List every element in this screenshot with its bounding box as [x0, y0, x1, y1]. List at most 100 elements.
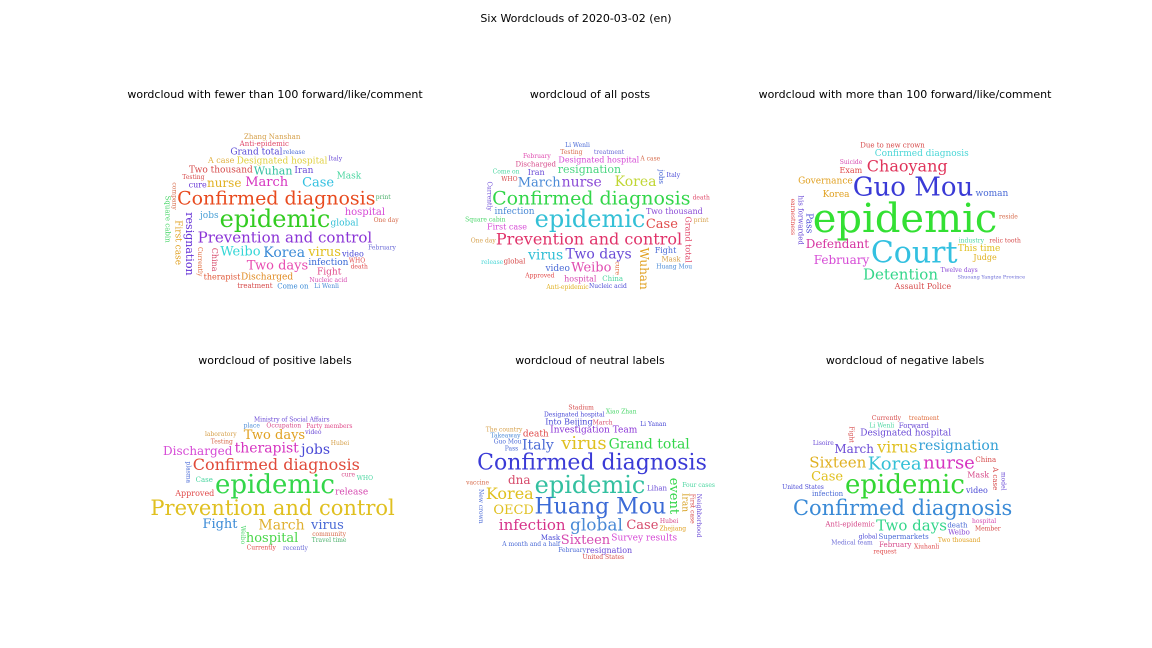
wordcloud-word: Two thousand — [938, 537, 981, 544]
wordcloud-word: Two days — [876, 517, 947, 535]
wordcloud-word: February — [558, 547, 586, 554]
wordcloud-word: One day — [374, 217, 400, 224]
wordcloud-word: Currently — [872, 415, 902, 422]
wordcloud-word: Fight — [847, 426, 854, 443]
wordcloud-word: epidemic — [813, 196, 997, 242]
wordcloud-word: treatment — [237, 282, 273, 290]
wordcloud-word: company — [171, 182, 178, 210]
wordcloud-word: Case — [196, 476, 213, 484]
wordcloud-word: Detention — [863, 265, 938, 283]
wordcloud-word: Guo Mou — [853, 172, 973, 202]
wordcloud-word: Iran — [528, 168, 545, 177]
wordcloud-word: release — [481, 259, 504, 266]
wordcloud-word: Confirmed diagnosis — [477, 450, 707, 475]
wordcloud-word: Grand total — [230, 148, 282, 158]
wordcloud-word: Pass — [505, 446, 519, 453]
wordcloud-word: Occupation — [266, 422, 301, 429]
wordcloud-word: Confirmed diagnosis — [875, 149, 969, 159]
wordcloud-word: A month and a half — [501, 541, 561, 548]
wordcloud-word: WHO — [349, 258, 365, 265]
wordcloud-word: Sixteen — [561, 533, 611, 548]
wordcloud-word: Designated hospital — [237, 156, 328, 166]
wordcloud-word: A case — [991, 466, 999, 490]
wordcloud-word: Korea — [486, 484, 534, 503]
wordcloud-word: resignation — [183, 212, 196, 275]
wordcloud-word: nurse — [207, 176, 241, 190]
wordcloud-word: Anti-epidemic — [824, 520, 874, 528]
wordcloud-word: epidemic — [220, 205, 331, 233]
wordcloud-word: Iran — [679, 493, 689, 512]
wordcloud-panel-2: wordcloud of all posts epidemic Confirmed… — [440, 88, 740, 318]
wordcloud-word: Medical team — [831, 540, 873, 547]
wordcloud-word: relic tooth — [989, 238, 1021, 245]
wordcloud-word: global — [570, 516, 623, 536]
wordcloud-word: Investigation Team — [550, 426, 638, 436]
wordcloud-word: March — [834, 442, 874, 456]
wordcloud-word: Approved — [174, 489, 214, 498]
wordcloud-word: treatment — [909, 415, 940, 422]
wordcloud-word: Lihan — [647, 485, 668, 493]
wordcloud-word: Italy — [328, 156, 342, 163]
wordcloud-area: epidemic Confirmed diagnosis Huang Mou viru… — [440, 372, 740, 582]
wordcloud-word: Case — [646, 217, 678, 232]
wordcloud-area: epidemic Confirmed diagnosis Prevention an… — [440, 106, 740, 316]
wordcloud-word: WHO — [501, 176, 517, 183]
wordcloud-area: epidemic Court Guo Mou Chaoyang Detention Def… — [755, 106, 1055, 316]
wordcloud-word: therapist — [235, 441, 300, 457]
wordcloud-word: WHO — [357, 475, 373, 482]
wordcloud-word: print — [694, 217, 709, 224]
wordcloud-word: release — [283, 149, 306, 156]
wordcloud-area: epidemic Confirmed diagnosis Prevention an… — [125, 106, 425, 316]
wordcloud-word: Zhejiang — [659, 526, 686, 533]
wordcloud-word: cure — [189, 180, 207, 189]
wordcloud-panel-5: wordcloud of neutral labels epidemic Conf… — [440, 354, 740, 584]
wordcloud-word: Grand total — [684, 216, 693, 263]
wordcloud-word: Assault Police — [894, 282, 952, 291]
wordcloud-word: Mask — [337, 171, 362, 181]
wordcloud-word: Huang Mou — [534, 495, 666, 520]
wordcloud-word: Shuoang Yangtze Province — [958, 274, 1026, 280]
wordcloud-word: Twelve days — [941, 267, 978, 274]
wordcloud-word: hospital — [246, 531, 298, 546]
wordcloud-word: March — [245, 175, 289, 190]
wordcloud-word: OECD — [493, 503, 534, 518]
wordcloud-word: Xiao Zhan — [606, 409, 637, 416]
wordcloud-word: Ministry of Social Affairs — [254, 417, 330, 424]
wordcloud-word: Grand total — [609, 437, 691, 453]
wordcloud-word: woman — [975, 189, 1008, 199]
wordcloud-word: Two days — [566, 247, 632, 263]
wordcloud-word: Weibo — [239, 526, 246, 545]
wordcloud-word: Huang Mou — [656, 264, 692, 271]
wordcloud-word: Xiuhanli — [914, 543, 939, 550]
wordcloud-word: Discharged — [163, 444, 233, 458]
wordcloud-word: Due to new crown — [860, 142, 925, 150]
wordcloud-word: Fight — [655, 246, 677, 255]
wordcloud-word: Anti-epidemic — [545, 284, 589, 291]
wordcloud-word: Li Yanan — [640, 421, 666, 428]
wordcloud-word: Korea — [823, 190, 851, 200]
wordcloud-word: Confirmed diagnosis — [177, 187, 375, 209]
wordcloud-word: cure — [614, 261, 621, 275]
wordcloud-word: Neighborhood — [695, 494, 702, 538]
wordcloud-word: jobs — [299, 442, 330, 458]
wordcloud-word: This time — [958, 244, 1001, 254]
wordcloud-word: Designated hospital — [558, 155, 639, 164]
wordcloud-word: Weibo — [220, 244, 260, 259]
wordcloud-word: Testing — [182, 174, 204, 181]
wordcloud-word: February — [368, 244, 396, 251]
wordcloud-word: Pass — [803, 213, 813, 234]
wordcloud-word: Stadium — [568, 405, 594, 412]
wordcloud-word: Li Wenli — [565, 142, 590, 149]
wordcloud-area: epidemic Prevention and control Confirmed … — [125, 372, 425, 582]
wordcloud-word: Sixteen — [809, 453, 866, 471]
wordcloud-word: March — [518, 176, 562, 191]
wordcloud-word: video — [304, 429, 322, 436]
wordcloud-word: Into Beijing — [545, 418, 592, 427]
wordcloud-word: place — [244, 422, 261, 429]
wordcloud-word: Defendant — [806, 237, 870, 251]
wordcloud-word: Supermarkets — [878, 533, 929, 541]
wordcloud-word: Governance — [798, 176, 853, 186]
